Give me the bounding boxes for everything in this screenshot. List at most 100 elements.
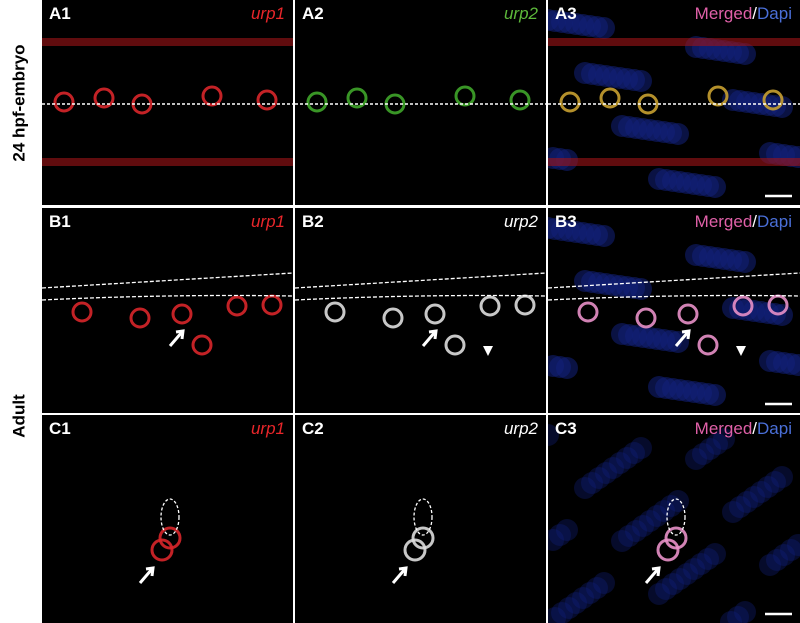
micrograph — [548, 424, 800, 623]
micrograph — [138, 498, 182, 584]
nucleus — [660, 495, 682, 517]
cell — [577, 301, 599, 323]
image-panel: C1 urp1 — [42, 415, 293, 623]
panel-label: A2 — [302, 4, 324, 23]
arrow — [138, 566, 155, 584]
nucleus — [623, 442, 645, 464]
nucleus — [588, 467, 610, 489]
nucleus — [787, 354, 800, 376]
nucleus — [669, 568, 691, 590]
nucleus — [556, 519, 578, 541]
nucleus — [771, 96, 793, 118]
nucleus — [734, 43, 756, 65]
nucleus — [609, 452, 631, 474]
cell — [444, 334, 466, 356]
tissue-band — [548, 38, 800, 46]
panel-label: C1 — [49, 419, 71, 438]
image-panel: A2 urp2 — [295, 0, 546, 205]
panel-label: B1 — [49, 212, 71, 231]
cell — [411, 526, 435, 550]
row-label: 24 hpf-embryo — [0, 0, 40, 205]
boundary — [295, 272, 546, 289]
cell — [256, 89, 278, 111]
row-label: Adult — [0, 208, 40, 623]
cell — [306, 91, 328, 113]
outline — [666, 498, 686, 536]
cell — [559, 91, 581, 113]
nucleus — [773, 544, 795, 566]
cell — [403, 538, 427, 562]
nucleus — [771, 304, 793, 326]
micrograph — [42, 272, 293, 356]
arrow — [421, 329, 438, 347]
stain-label: Merged/Dapi — [695, 212, 792, 232]
nucleus — [743, 486, 765, 508]
stain-label: urp2 — [503, 212, 538, 231]
nucleus — [595, 462, 617, 484]
nucleus — [750, 481, 772, 503]
cell — [656, 538, 680, 562]
nucleus — [690, 553, 712, 575]
cell — [171, 303, 193, 325]
nucleus — [764, 471, 786, 493]
arrow — [644, 566, 661, 584]
nucleus — [586, 577, 608, 599]
cell — [201, 85, 223, 107]
nucleus — [579, 582, 601, 604]
cell — [677, 303, 699, 325]
nucleus — [630, 70, 652, 92]
image-panel: B3 Merged/Dapi — [548, 208, 800, 413]
nucleus — [646, 505, 668, 527]
nucleus — [699, 438, 721, 460]
nucleus — [722, 501, 744, 523]
nucleus — [771, 466, 793, 488]
tissue-band — [42, 158, 293, 166]
nucleus — [625, 520, 647, 542]
nucleus — [593, 17, 615, 39]
nucleus — [683, 558, 705, 580]
nucleus — [548, 424, 559, 446]
nucleus — [593, 225, 615, 247]
panel-label: C3 — [555, 419, 577, 438]
arrow — [168, 329, 185, 347]
cell — [382, 307, 404, 329]
nucleus — [565, 592, 587, 614]
cell — [599, 87, 621, 109]
cell — [697, 334, 719, 356]
nucleus — [632, 515, 654, 537]
micrograph — [295, 272, 546, 356]
panel-label: B3 — [555, 212, 577, 231]
cell — [479, 295, 501, 317]
boundary — [548, 272, 800, 289]
nucleus — [734, 601, 756, 623]
nucleus — [787, 534, 800, 556]
nucleus — [766, 549, 788, 571]
stain-part: / — [752, 419, 758, 438]
nucleus — [618, 525, 640, 547]
nucleus — [676, 563, 698, 585]
micrograph — [295, 85, 546, 115]
nucleus — [780, 539, 800, 561]
nucleus — [549, 524, 571, 546]
image-panel: A1 urp1 — [42, 0, 293, 205]
nucleus — [706, 433, 728, 455]
stain-part: Dapi — [757, 4, 792, 23]
cell — [732, 295, 754, 317]
nucleus — [729, 496, 751, 518]
panel-label: C2 — [302, 419, 324, 438]
cell — [71, 301, 93, 323]
outline — [413, 498, 433, 536]
nucleus — [581, 472, 603, 494]
nucleus — [558, 597, 580, 619]
nucleus — [704, 176, 726, 198]
stain-label: urp2 — [503, 419, 538, 438]
panel-label: A3 — [555, 4, 577, 23]
nucleus — [727, 606, 749, 623]
micrograph — [42, 38, 293, 166]
stain-part: Merged — [694, 419, 753, 438]
nucleus — [551, 602, 573, 623]
image-panel: B1 urp1 — [42, 208, 293, 413]
boundary — [42, 294, 293, 301]
nucleus — [759, 554, 781, 576]
nucleus — [704, 543, 726, 565]
